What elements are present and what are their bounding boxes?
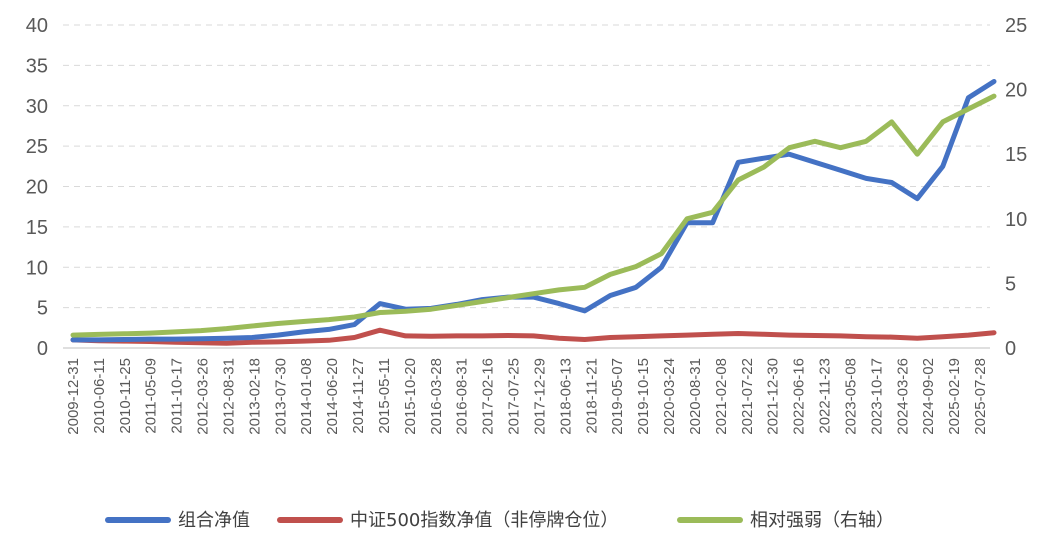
x-tick-label: 2015-10-20 bbox=[402, 358, 419, 435]
x-tick-label: 2016-03-28 bbox=[428, 358, 445, 435]
x-tick-label: 2014-01-08 bbox=[298, 358, 315, 435]
x-tick-label: 2022-06-16 bbox=[791, 358, 808, 435]
left-y-tick-label: 15 bbox=[26, 217, 48, 239]
series-line bbox=[70, 93, 997, 338]
left-y-tick-label: 30 bbox=[26, 96, 48, 118]
left-y-tick-label: 35 bbox=[26, 55, 48, 77]
left-y-tick-label: 20 bbox=[26, 177, 48, 199]
left-y-tick-label: 5 bbox=[37, 298, 48, 320]
x-tick-label: 2011-05-09 bbox=[143, 358, 160, 434]
x-tick-label: 2023-05-08 bbox=[842, 358, 859, 435]
x-tick-label: 2023-10-17 bbox=[868, 358, 885, 435]
x-tick-label: 2017-12-29 bbox=[531, 358, 548, 435]
x-tick-label: 2012-08-31 bbox=[220, 358, 237, 435]
x-tick-label: 2015-05-11 bbox=[376, 358, 393, 434]
left-y-tick-label: 0 bbox=[37, 338, 48, 360]
x-tick-label: 2014-06-20 bbox=[324, 358, 341, 435]
x-tick-label: 2021-07-22 bbox=[739, 358, 756, 435]
x-tick-label: 2018-11-21 bbox=[583, 358, 600, 434]
x-tick-label: 2013-02-18 bbox=[246, 358, 263, 435]
left-y-axis: 0 5 10 15 20 25 30 35 40 bbox=[26, 15, 48, 360]
x-tick-label: 2021-12-30 bbox=[765, 358, 782, 435]
x-tick-label: 2014-11-27 bbox=[350, 358, 367, 434]
right-y-tick-label: 0 bbox=[1005, 338, 1016, 360]
x-tick-label: 2010-06-11 bbox=[91, 358, 108, 434]
legend: 组合净值 中证500指数净值（非停牌仓位） 相对强弱（右轴） bbox=[105, 510, 894, 531]
x-tick-label: 2025-02-19 bbox=[946, 358, 963, 435]
legend-label-portfolio: 组合净值 bbox=[178, 510, 250, 531]
series-line bbox=[70, 79, 997, 343]
x-tick-label: 2013-07-30 bbox=[272, 358, 289, 435]
right-y-tick-label: 20 bbox=[1005, 80, 1027, 102]
x-tick-label: 2017-02-16 bbox=[480, 358, 497, 435]
x-tick-label: 2012-03-26 bbox=[195, 358, 212, 435]
series-line bbox=[70, 327, 997, 346]
right-y-tick-label: 5 bbox=[1005, 273, 1016, 295]
right-y-tick-label: 15 bbox=[1005, 144, 1027, 166]
left-y-tick-label: 10 bbox=[26, 257, 48, 279]
x-axis-tick-labels: 2009-12-31 2010-06-11 2010-11-25 2011-05-09… bbox=[65, 358, 989, 435]
x-tick-label: 2019-10-15 bbox=[635, 358, 652, 435]
x-tick-label: 2011-10-17 bbox=[169, 358, 186, 434]
x-tick-label: 2020-03-24 bbox=[661, 358, 678, 435]
x-tick-label: 2010-11-25 bbox=[117, 358, 134, 434]
x-tick-label: 2024-03-26 bbox=[894, 358, 911, 435]
legend-label-csi500: 中证500指数净值（非停牌仓位） bbox=[350, 510, 618, 531]
x-tick-label: 2019-05-07 bbox=[609, 358, 626, 435]
x-tick-label: 2009-12-31 bbox=[65, 358, 82, 435]
x-tick-label: 2021-02-08 bbox=[713, 358, 730, 435]
x-tick-label: 2022-11-23 bbox=[817, 358, 834, 434]
series-lines bbox=[70, 79, 997, 346]
right-y-tick-label: 10 bbox=[1005, 209, 1027, 231]
x-tick-label: 2024-09-02 bbox=[920, 358, 937, 435]
left-y-tick-label: 25 bbox=[26, 136, 48, 158]
right-y-tick-label: 25 bbox=[1005, 15, 1027, 37]
x-tick-label: 2018-06-13 bbox=[557, 358, 574, 435]
x-tick-label: 2020-08-31 bbox=[687, 358, 704, 435]
right-y-axis: 0 5 10 15 20 25 bbox=[1005, 15, 1027, 360]
legend-label-relative: 相对强弱（右轴） bbox=[750, 510, 894, 531]
x-tick-label: 2016-08-31 bbox=[454, 358, 471, 435]
left-y-tick-label: 40 bbox=[26, 15, 48, 37]
gridlines bbox=[63, 24, 990, 309]
x-tick-label: 2025-07-28 bbox=[972, 358, 989, 435]
x-tick-label: 2017-07-25 bbox=[506, 358, 523, 435]
